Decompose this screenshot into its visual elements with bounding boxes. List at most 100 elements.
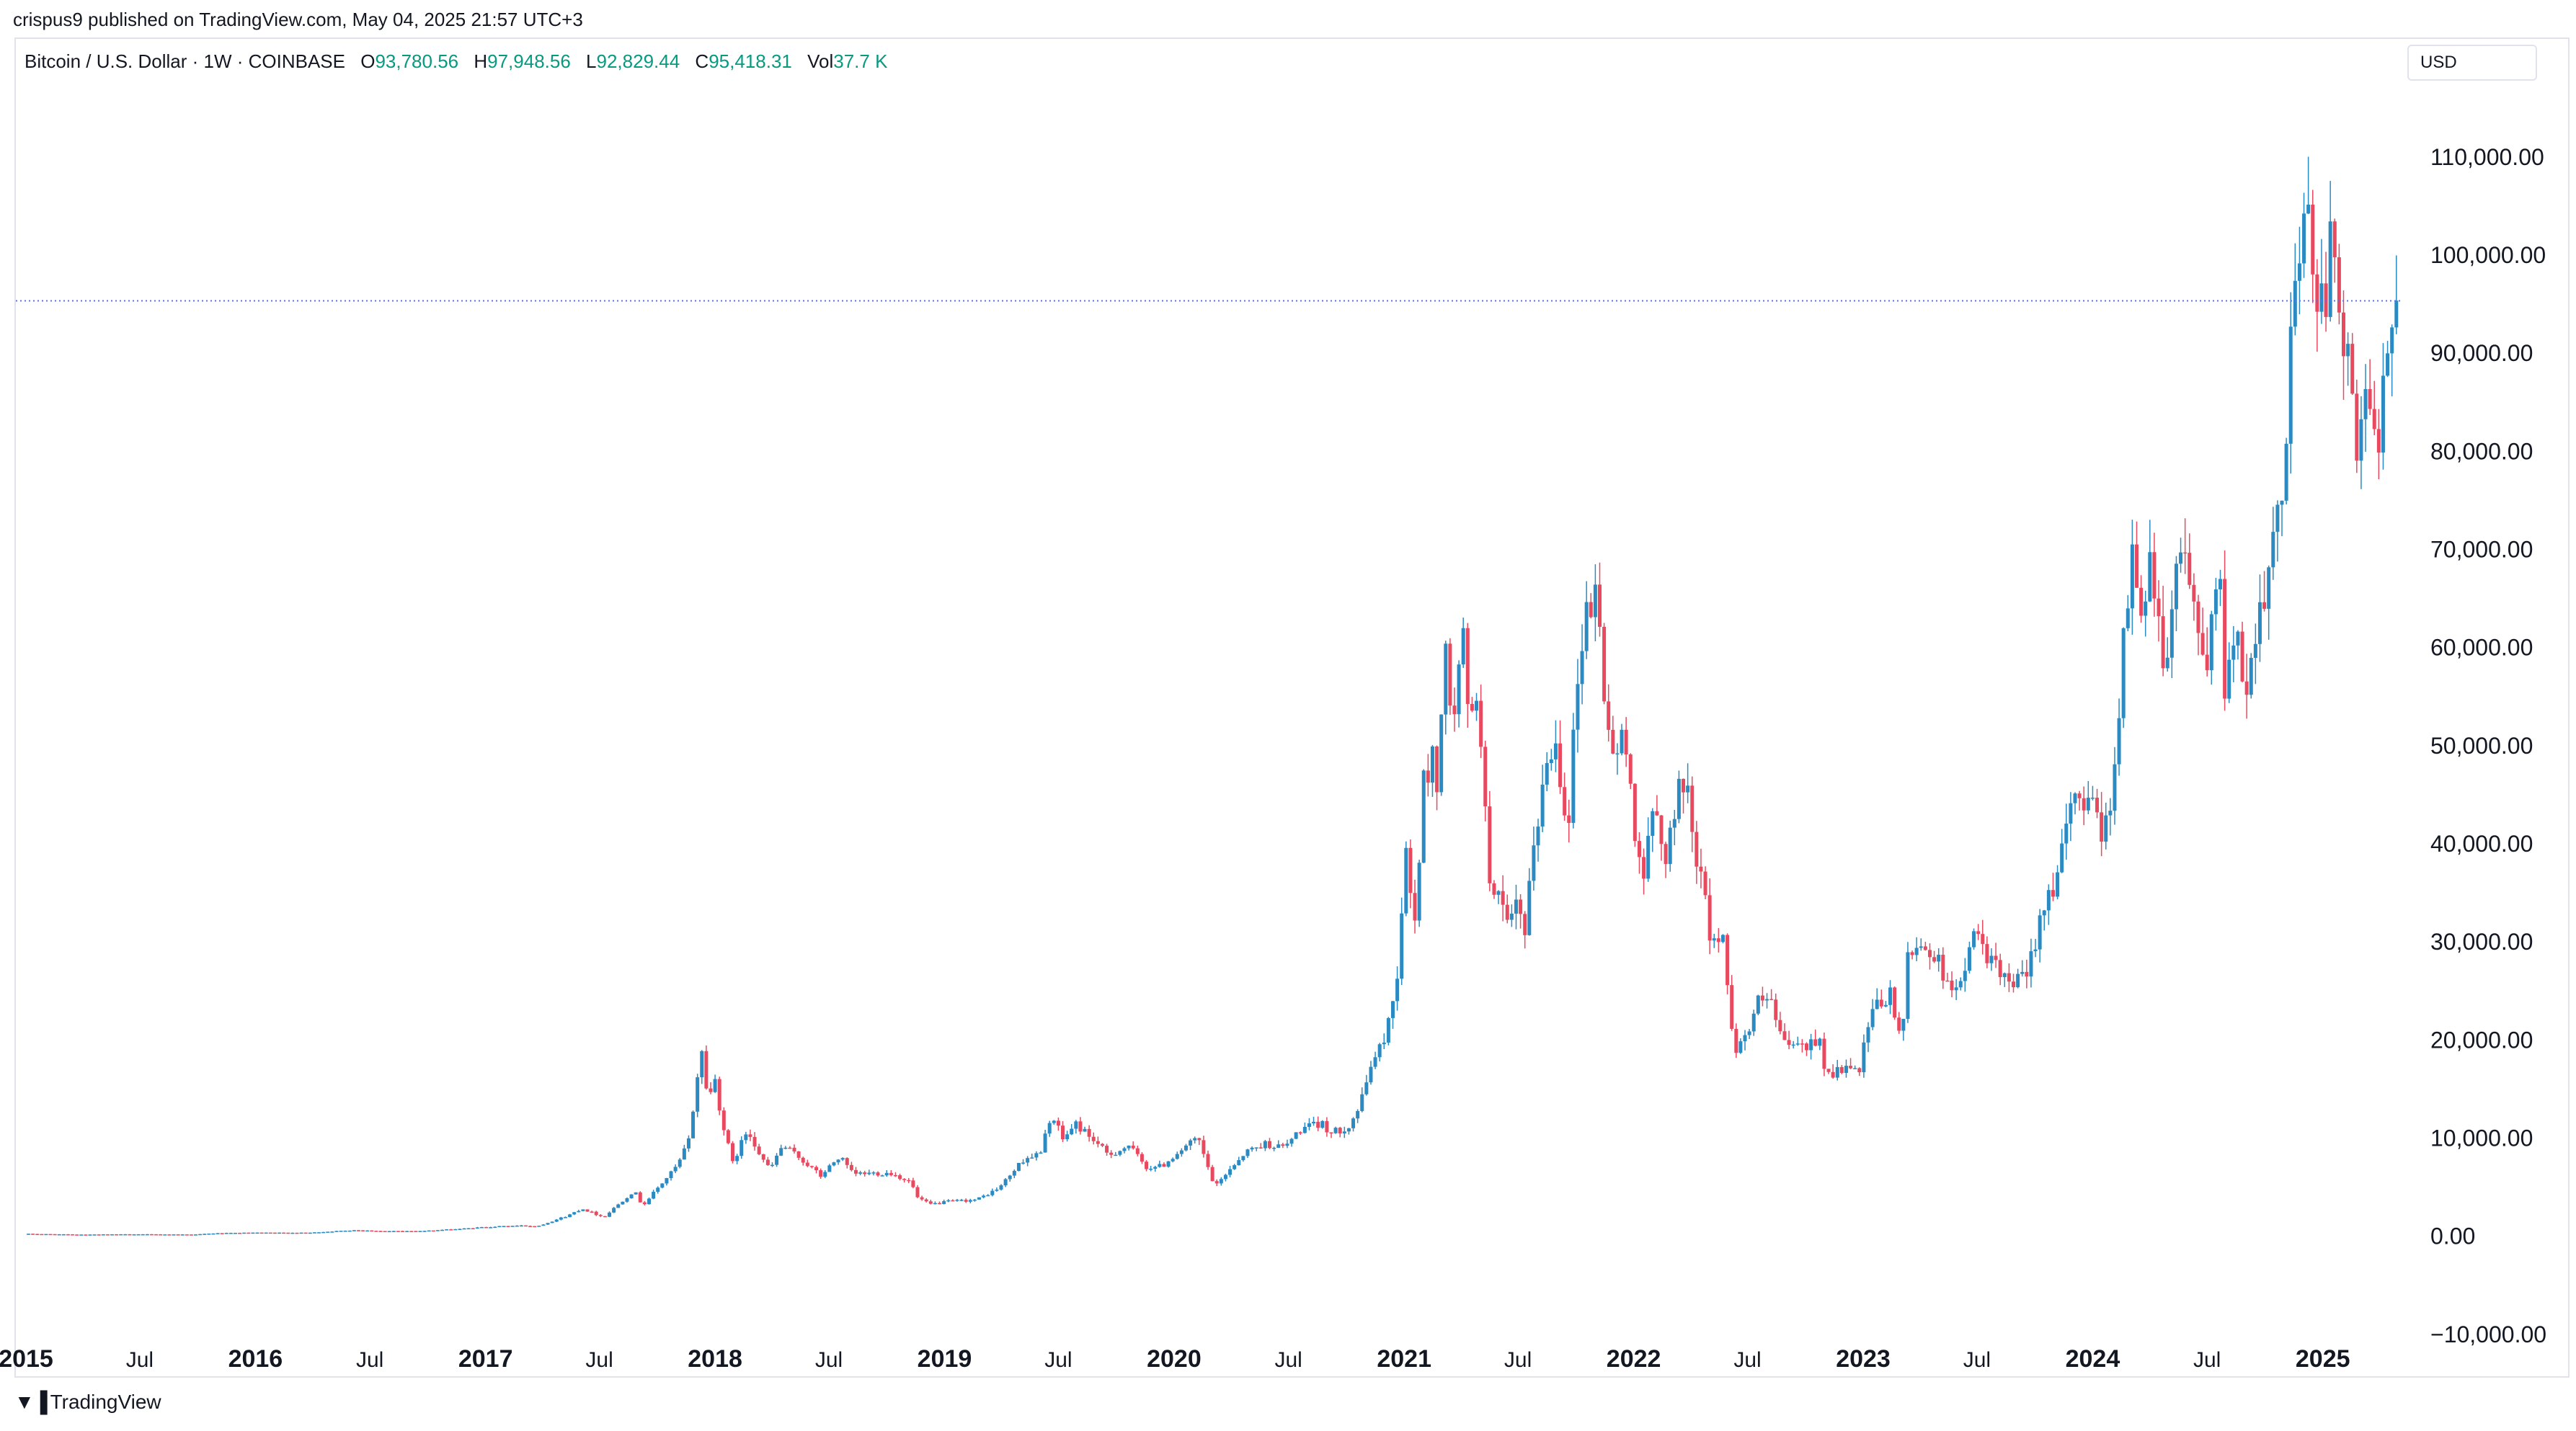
candle-body [1963,971,1967,981]
candle-body [2069,803,2073,824]
candle-body [577,1211,581,1213]
candle-body [2086,798,2090,811]
candle-body [1549,759,1553,764]
candle-body [1941,955,1945,981]
x-tick-label: Jul [2193,1348,2221,1372]
candle-body [128,1234,132,1236]
currency-button[interactable]: USD [2407,45,2537,81]
candle-body [1003,1179,1008,1186]
candle-body [2117,718,2121,764]
candle-body [2381,375,2385,453]
candle-body [1179,1150,1183,1154]
candle-body [1822,1038,1826,1069]
candle-body [2319,283,2324,312]
candle-body [1651,811,1655,837]
candle-body [1329,1132,1333,1134]
candle-body [1083,1128,1087,1132]
candle-body [1769,999,1774,1001]
candle-body [1637,841,1641,857]
candle-body [1364,1082,1369,1095]
candle-body [1285,1144,1289,1146]
candle-body [946,1200,951,1202]
candle-body [1492,883,1496,895]
candle-body [391,1231,396,1232]
candle-body [1338,1128,1342,1134]
candle-body [431,1230,435,1232]
candle-body [2302,213,2306,264]
candle-body [466,1228,471,1230]
candle-body [1483,746,1488,807]
candle-body [1954,987,1958,991]
candle-body [141,1234,145,1236]
candle-body [211,1233,216,1235]
candle-body [220,1233,224,1234]
candle-body [1346,1128,1351,1132]
candle-body [907,1180,911,1182]
candle-body [326,1231,330,1233]
candle-body [1149,1168,1153,1170]
candle-body [365,1230,370,1232]
candle-body [665,1178,669,1184]
candle-body [2073,793,2077,803]
candle-body [1316,1121,1320,1128]
candle-body [1937,955,1941,962]
candle-body [572,1212,577,1215]
y-tick-label: 20,000.00 [2430,1027,2533,1053]
candle-body [1325,1120,1329,1133]
candle-body [167,1234,172,1236]
candle-body [1171,1159,1175,1162]
candle-body [1356,1110,1360,1119]
candle-body [1488,806,1492,883]
candle-body [312,1232,316,1234]
candle-body [1030,1157,1034,1159]
candle-body [264,1232,268,1234]
candle-body [1223,1174,1227,1180]
candle-body [1039,1152,1043,1154]
candle-body [863,1172,867,1174]
y-tick-label: −10,000.00 [2430,1321,2546,1347]
candle-body [1795,1043,1800,1045]
candle-body [484,1226,489,1229]
candle-body [1703,871,1707,896]
candle-body [533,1226,537,1228]
candle-body [290,1232,295,1234]
candle-body [1263,1141,1267,1149]
candle-body [986,1195,990,1197]
candle-body [1047,1123,1052,1134]
candle-body [1576,684,1580,730]
candle-body [1853,1068,1857,1069]
candle-body [594,1211,598,1216]
tradingview-logo[interactable]: ▼▐ TradingView [14,1391,161,1414]
candle-body [53,1234,57,1236]
candle-body [2315,274,2319,312]
candle-body [669,1171,673,1179]
candle-body [964,1200,968,1202]
candle-body [1430,746,1434,783]
candle-body [1333,1128,1338,1133]
candle-body [1298,1132,1302,1133]
candle-body [1958,981,1963,988]
candle-body [612,1208,616,1213]
candle-body [581,1209,585,1211]
ohlc-legend: Bitcoin / U.S. Dollar · 1W · COINBASE O9… [25,50,887,73]
candle-body [317,1232,321,1234]
x-tick-label: Jul [1504,1348,1532,1372]
candle-body [224,1233,228,1234]
candle-body [339,1231,343,1232]
candle-body [2033,949,2038,952]
candle-body [321,1231,326,1234]
x-tick-label: Jul [1963,1348,1991,1372]
candle-body [2346,344,2350,357]
candle-body [709,1088,713,1092]
candle-body [1509,913,1514,920]
candle-body [2144,601,2148,616]
symbol-title[interactable]: Bitcoin / U.S. Dollar · 1W · COINBASE [25,50,345,72]
candle-body [2174,563,2178,610]
candle-body [1607,701,1611,730]
candle-body [132,1234,136,1236]
candle-body [1197,1138,1202,1141]
candle-body [554,1219,559,1222]
candle-body [2179,552,2183,564]
candle-body [1985,944,1989,963]
